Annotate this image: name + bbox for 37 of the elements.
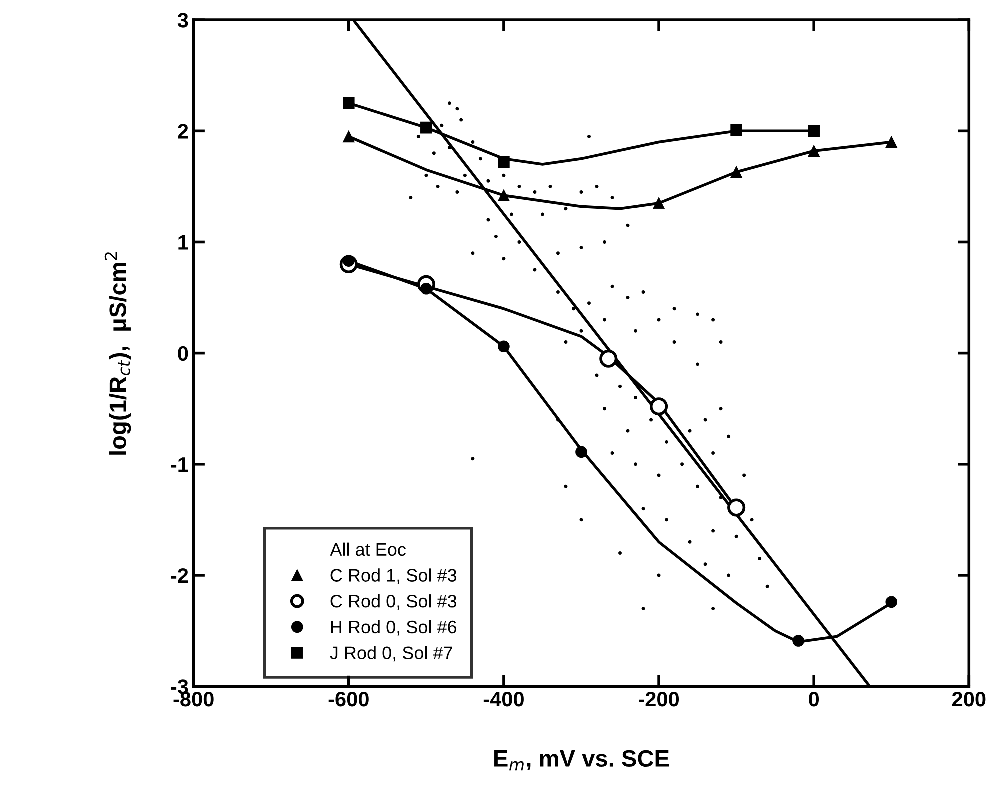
point: [792, 635, 804, 647]
point: [576, 446, 588, 458]
y-tick-label: 0: [178, 346, 188, 362]
point: [653, 197, 665, 210]
x-axis-title: E$_{m}$, mV vs. SCE: [494, 750, 670, 771]
y-tick-label: 2: [178, 124, 188, 139]
x-tick-label: -200: [638, 692, 680, 707]
point: [342, 130, 355, 143]
point: [420, 122, 432, 134]
point: [886, 596, 898, 608]
point: [498, 190, 510, 202]
x-tick-label: 200: [952, 692, 986, 707]
y-axis-title: log(1/R$_{ct}$), μS/cm$^{2}$: [104, 252, 132, 455]
point: [498, 340, 510, 353]
legend-label: C Rod 0, Sol #3: [330, 594, 457, 610]
point: [650, 398, 668, 416]
x-tick-label: -600: [328, 692, 369, 707]
point: [600, 350, 618, 368]
legend-label: C Rod 1, Sol #3: [330, 568, 457, 584]
point: [808, 145, 820, 158]
point: [342, 97, 355, 110]
legend-label: J Rod 0, Sol #7: [330, 646, 452, 662]
x-tick-label: 0: [809, 692, 820, 707]
legend-title: All at Eoc: [330, 542, 406, 556]
point: [730, 166, 742, 178]
point: [498, 156, 510, 168]
y-tick-label: 1: [178, 235, 188, 250]
y-tick-label: 3: [178, 13, 188, 28]
x-tick-label: -800: [174, 692, 214, 707]
point: [808, 125, 820, 138]
y-tick-label: -2: [171, 568, 188, 584]
point: [730, 124, 742, 136]
legend-label: H Rod 0, Sol #6: [331, 620, 457, 636]
point: [728, 498, 746, 517]
point: [886, 136, 898, 148]
y-tick-label: -1: [171, 458, 188, 472]
x-tick-label: -400: [484, 692, 524, 707]
